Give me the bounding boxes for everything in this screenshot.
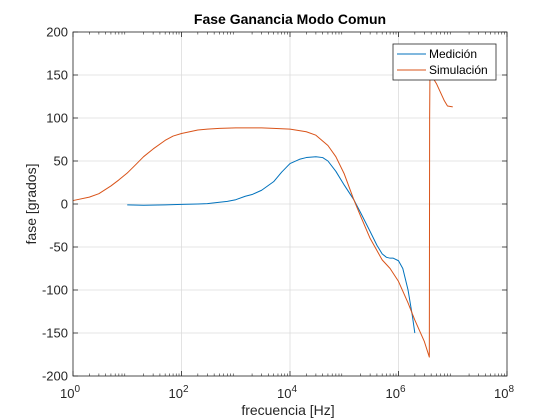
y-tick-label: 0: [61, 197, 68, 212]
x-tick-label: 108: [494, 384, 514, 401]
legend-box: [392, 43, 497, 81]
series-line-medicion: [127, 156, 416, 334]
chart-title: Fase Ganancia Modo Comun: [194, 11, 386, 27]
y-tick-label: 150: [46, 68, 68, 83]
x-tick-label: 104: [277, 384, 297, 401]
y-tick-label: -50: [49, 240, 68, 255]
x-tick-label: 102: [168, 384, 188, 401]
ticks: [72, 31, 508, 377]
x-tick-label: 100: [60, 384, 80, 401]
series-line-simulacion: [72, 74, 453, 358]
y-axis-label: fase [grados]: [23, 164, 39, 245]
y-tick-label: -150: [42, 326, 68, 341]
x-tick-label: 106: [385, 384, 405, 401]
tick-labels: 100 102 104 106 108 200 150 100 50 0 -50 -100 -150 -2…: [42, 25, 514, 402]
legend-label: Medición: [429, 47, 477, 61]
y-tick-label: 100: [46, 111, 68, 126]
legend-label: Simulación: [429, 63, 488, 77]
y-tick-label: -100: [42, 283, 68, 298]
y-tick-label: 50: [54, 154, 68, 169]
series-layer: [72, 74, 453, 358]
y-tick-label: -200: [42, 369, 68, 384]
x-axis-label: frecuencia [Hz]: [241, 402, 334, 418]
legend: Medición Simulación: [392, 43, 497, 81]
y-tick-label: 200: [46, 25, 68, 40]
